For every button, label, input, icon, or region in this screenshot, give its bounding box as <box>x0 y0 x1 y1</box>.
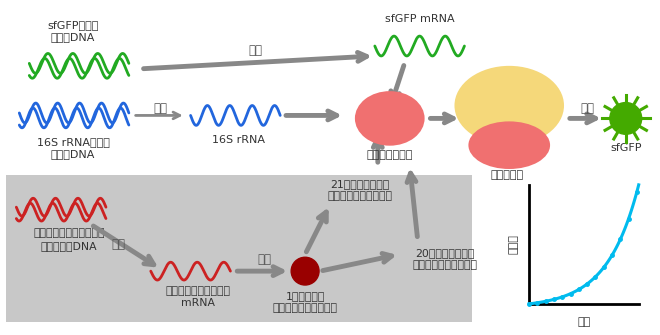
Text: 転写: 転写 <box>112 238 126 251</box>
Text: sfGFP mRNA: sfGFP mRNA <box>385 14 455 24</box>
Ellipse shape <box>469 121 550 169</box>
Text: リボソームタンパク質の
配列を持つDNA: リボソームタンパク質の 配列を持つDNA <box>34 228 105 251</box>
Text: 翻訳: 翻訳 <box>257 253 271 266</box>
Text: 転写: 転写 <box>248 45 262 58</box>
Text: 21種類の組み換え
リボソームタンパク質: 21種類の組み換え リボソームタンパク質 <box>327 179 393 201</box>
Text: sfGFPの配列
を持つDNA: sfGFPの配列 を持つDNA <box>48 20 99 42</box>
Text: 時間: 時間 <box>578 317 591 327</box>
Circle shape <box>291 257 319 285</box>
Text: 蛍光値: 蛍光値 <box>508 234 518 254</box>
Ellipse shape <box>455 66 564 145</box>
Text: 小サブユニット: 小サブユニット <box>366 150 413 160</box>
Text: 16S rRNAの配列
を持つDNA: 16S rRNAの配列 を持つDNA <box>37 137 110 159</box>
Text: 大サブユニット: 大サブユニット <box>476 150 523 160</box>
FancyBboxPatch shape <box>7 175 473 322</box>
Ellipse shape <box>355 91 424 146</box>
Text: 翻訳: 翻訳 <box>580 102 594 115</box>
Text: sfGFP: sfGFP <box>610 143 642 153</box>
Circle shape <box>610 103 642 134</box>
Text: リボソーム: リボソーム <box>490 170 524 180</box>
Text: 1種類の合成
リボソームタンパク質: 1種類の合成 リボソームタンパク質 <box>273 291 338 313</box>
Text: 16S rRNA: 16S rRNA <box>212 135 265 145</box>
Text: 20種類の組み換え
リボソームタンパク質: 20種類の組み換え リボソームタンパク質 <box>412 248 477 270</box>
Text: リボソームタンパク質
mRNA: リボソームタンパク質 mRNA <box>165 286 230 308</box>
Text: 転写: 転写 <box>154 102 168 115</box>
